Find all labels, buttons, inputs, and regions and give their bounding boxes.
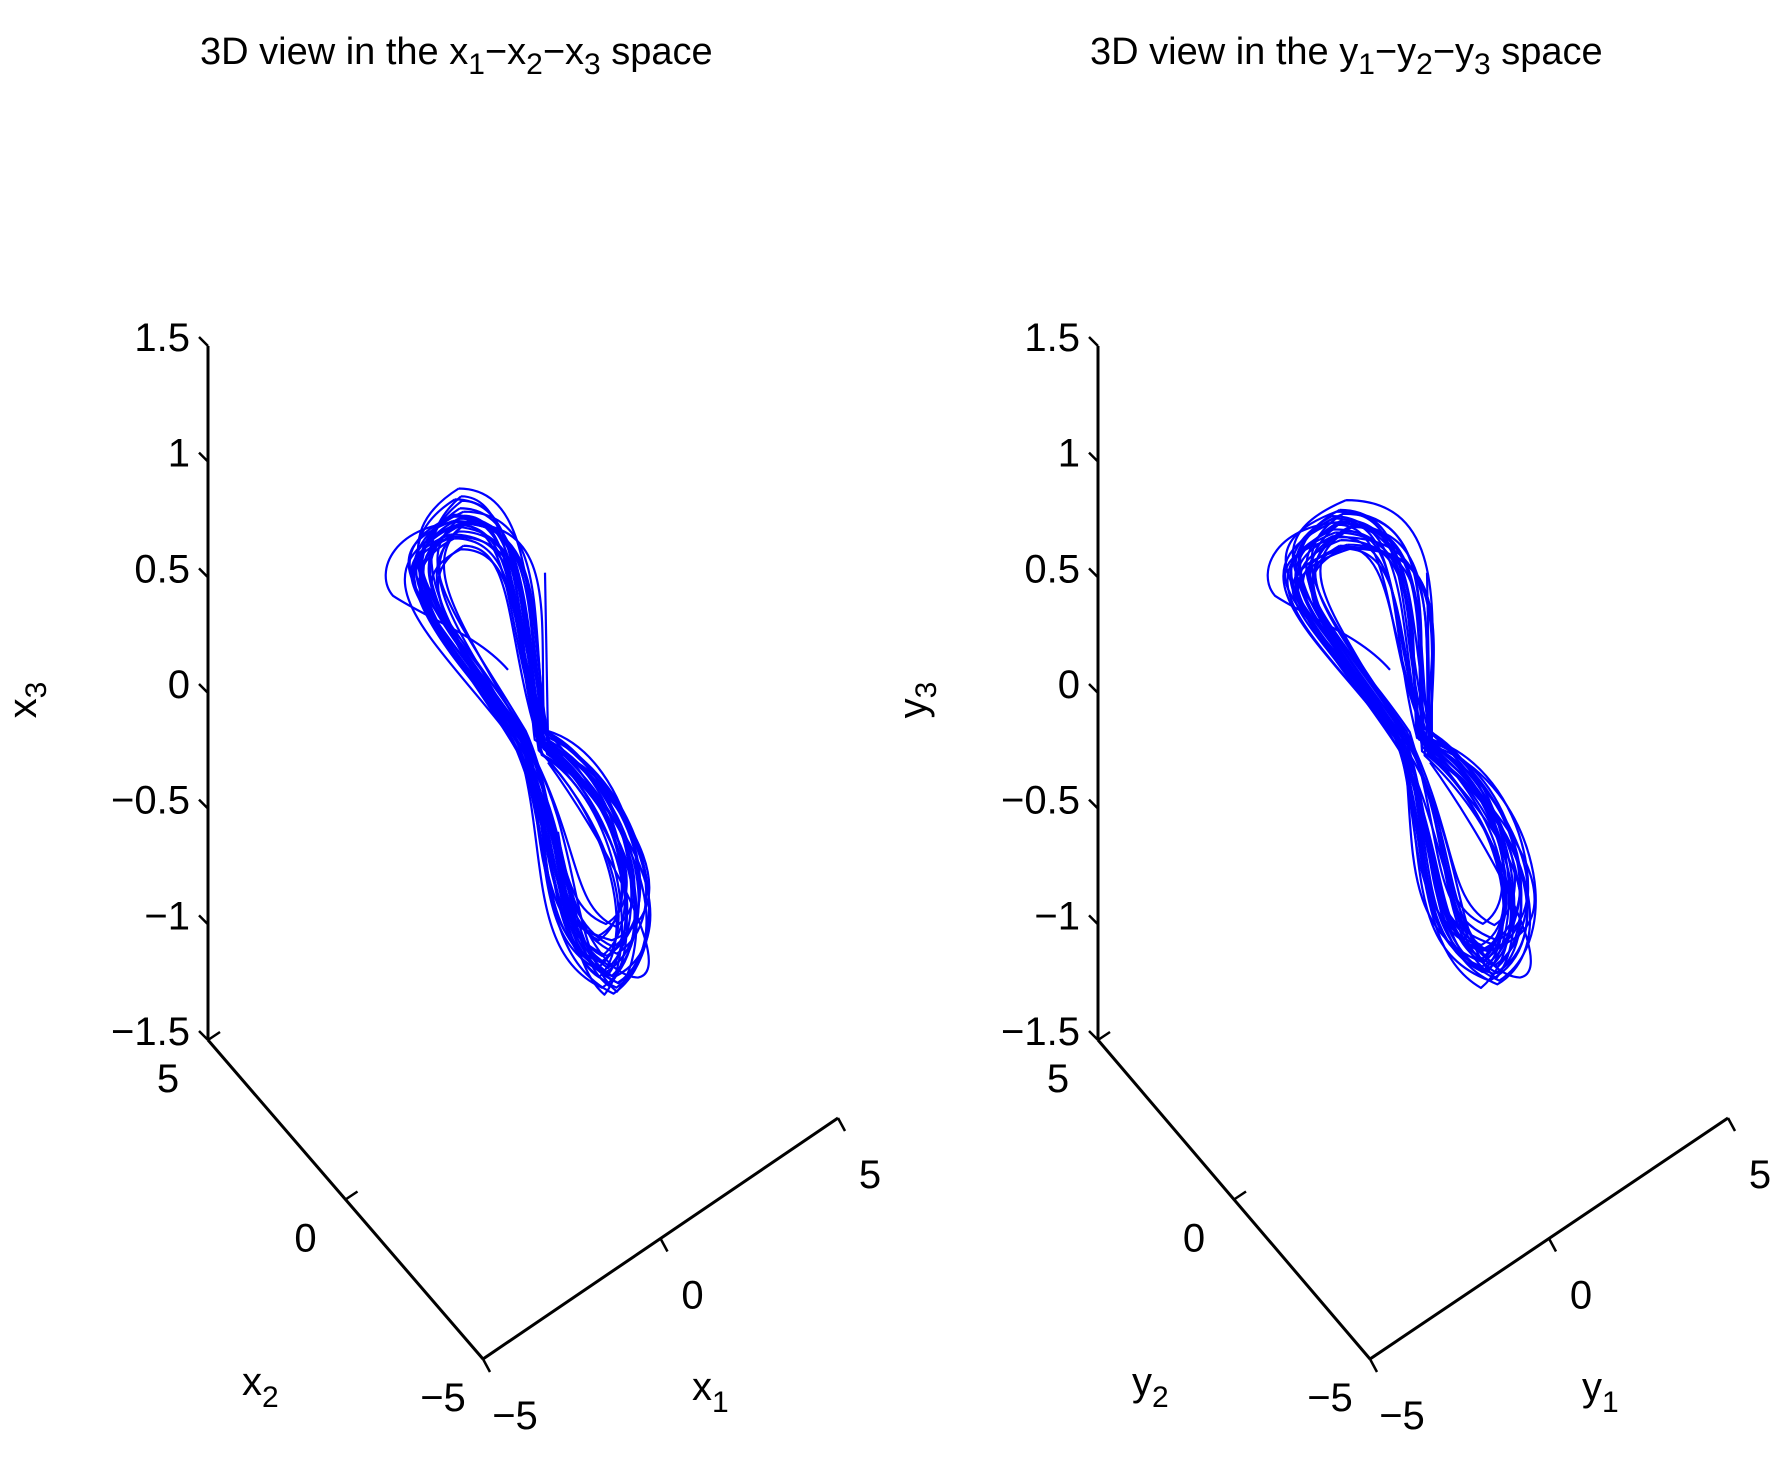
z-axis-label: y3 bbox=[891, 682, 943, 719]
trajectory-loop bbox=[437, 544, 636, 989]
z-tick-mark bbox=[1088, 567, 1099, 579]
trajectory-outer-upper bbox=[384, 520, 509, 671]
x-tick-mark bbox=[659, 1237, 669, 1253]
trajectory-loop bbox=[1309, 523, 1523, 969]
z-tick-mark bbox=[198, 1030, 209, 1041]
y-tick-mark bbox=[482, 1349, 496, 1361]
subplot-title: 3D view in the y1−y2−y3 space bbox=[1090, 31, 1603, 81]
z-tick-label: 1.5 bbox=[134, 316, 190, 360]
z-tick-mark bbox=[198, 336, 209, 347]
trajectory-start-segment bbox=[1425, 572, 1432, 740]
z-tick-mark bbox=[198, 914, 209, 926]
trajectory-outer-lower bbox=[1429, 761, 1532, 979]
trajectory-loop bbox=[430, 495, 629, 964]
z-tick-mark bbox=[1088, 336, 1099, 347]
z-tick-mark bbox=[198, 683, 209, 694]
z-tick-label: −1 bbox=[144, 894, 190, 938]
y-tick-mark bbox=[344, 1190, 359, 1201]
trajectory-loop bbox=[436, 514, 641, 978]
z-tick-label: 1.5 bbox=[1024, 316, 1080, 360]
z-tick-label: 0.5 bbox=[134, 547, 190, 591]
z-tick-label: −1.5 bbox=[111, 1010, 190, 1054]
z-tick-mark bbox=[198, 798, 209, 810]
subplot-1: 3D view in the x1−x2−x3 space −1.5 −1 −0.5 0… bbox=[1, 31, 881, 1438]
y-tick-mark bbox=[1233, 1190, 1247, 1201]
subplot-title: 3D view in the x1−x2−x3 space bbox=[200, 31, 713, 81]
x-tick-label: −5 bbox=[1379, 1394, 1425, 1438]
z-tick-label: 1 bbox=[168, 432, 190, 476]
trajectory bbox=[384, 487, 652, 996]
trajectory-loop bbox=[413, 521, 628, 926]
trajectory-start-segment bbox=[543, 572, 550, 740]
z-tick-mark bbox=[198, 567, 209, 579]
z-tick-mark bbox=[1088, 914, 1099, 926]
subplot-2: 3D view in the y1−y2−y3 space −1.5 −1 −0.5 0… bbox=[891, 31, 1771, 1438]
y-tick-label: −5 bbox=[420, 1376, 466, 1420]
trajectory-loop bbox=[415, 522, 651, 989]
x-tick-label: 0 bbox=[1570, 1274, 1592, 1318]
x-tick-mark bbox=[836, 1117, 847, 1132]
z-tick-mark bbox=[198, 451, 209, 463]
z-tick-label: −1 bbox=[1034, 894, 1080, 938]
trajectory-loop bbox=[1319, 530, 1521, 963]
x-tick-mark bbox=[1726, 1117, 1737, 1132]
z-tick-label: 0 bbox=[168, 663, 190, 707]
y-axis-label: x2 bbox=[242, 1360, 279, 1414]
x-tick-label: −5 bbox=[492, 1394, 538, 1438]
trajectory-loop bbox=[417, 487, 650, 985]
z-tick-label: 1 bbox=[1058, 432, 1080, 476]
trajectory-outer-lower bbox=[547, 761, 650, 979]
z-tick-label: 0 bbox=[1058, 663, 1080, 707]
trajectory-loop bbox=[1312, 524, 1510, 973]
z-tick-mark bbox=[1088, 683, 1099, 694]
y-axis-label: y2 bbox=[1132, 1360, 1169, 1414]
x-tick-mark bbox=[481, 1358, 492, 1373]
z-axis-label: x3 bbox=[1, 682, 53, 719]
x-axis-label: x1 bbox=[692, 1365, 729, 1419]
z-tick-mark bbox=[1088, 451, 1099, 463]
trajectory-loop bbox=[1290, 515, 1516, 980]
y-tick-label: 5 bbox=[1047, 1057, 1069, 1101]
x-tick-mark bbox=[1368, 1358, 1379, 1373]
trajectory-loop bbox=[1305, 518, 1516, 927]
x-tick-mark bbox=[1547, 1237, 1558, 1253]
x-tick-label: 0 bbox=[681, 1274, 703, 1318]
z-tick-mark bbox=[1088, 798, 1099, 810]
x-tick-label: 5 bbox=[859, 1153, 881, 1197]
y-tick-label: 0 bbox=[294, 1217, 316, 1261]
trajectory-outer-upper bbox=[1266, 520, 1391, 671]
x-tick-label: 5 bbox=[1749, 1153, 1771, 1197]
trajectory-loop bbox=[438, 519, 624, 938]
z-tick-label: −0.5 bbox=[111, 779, 190, 823]
trajectory-loop bbox=[420, 507, 652, 979]
trajectory bbox=[1266, 499, 1537, 990]
y-tick-label: 5 bbox=[157, 1057, 179, 1101]
z-tick-mark bbox=[1088, 1030, 1099, 1041]
z-tick-label: −0.5 bbox=[1001, 779, 1080, 823]
y-tick-mark bbox=[207, 1030, 221, 1042]
z-tick-label: −1.5 bbox=[1001, 1010, 1080, 1054]
y-tick-label: 0 bbox=[1183, 1217, 1205, 1261]
y-tick-mark bbox=[1369, 1349, 1383, 1361]
y-tick-mark bbox=[1097, 1030, 1111, 1042]
trajectory-loop bbox=[1314, 525, 1522, 975]
z-tick-label: 0.5 bbox=[1024, 547, 1080, 591]
y-tick-label: −5 bbox=[1307, 1376, 1353, 1420]
x-axis-label: y1 bbox=[1582, 1365, 1619, 1419]
